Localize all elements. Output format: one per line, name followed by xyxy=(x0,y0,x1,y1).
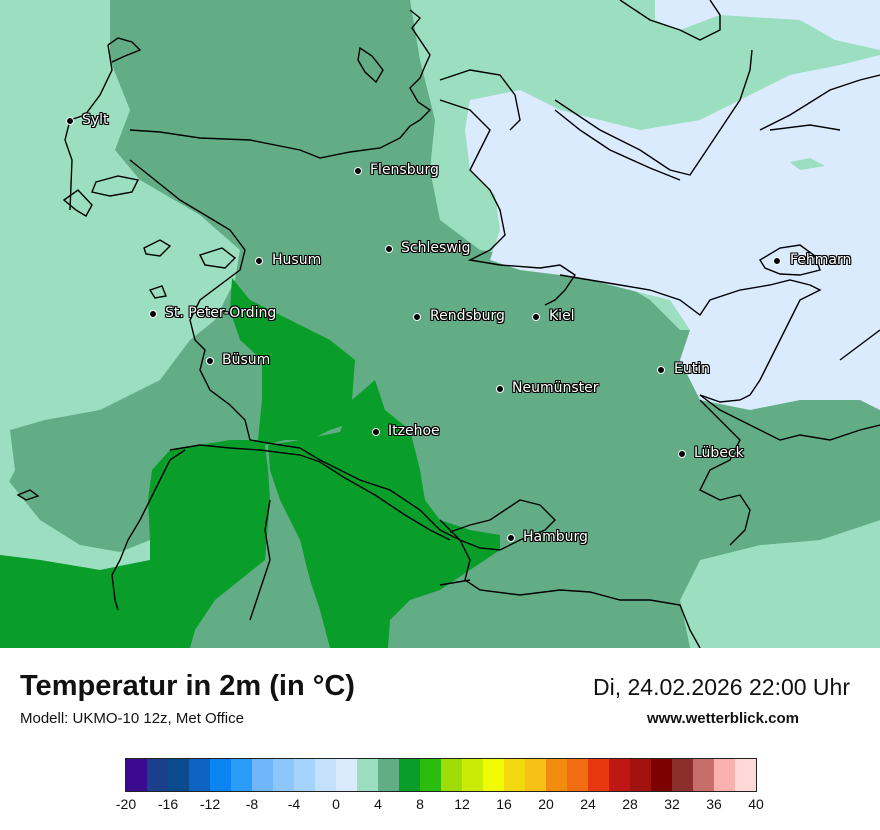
colorbar-cell xyxy=(378,759,399,791)
city-label-itzehoe: Itzehoe xyxy=(388,423,440,439)
colorbar-ticks: -20 -16 -12 -8 -4 0 4 8 12 16 20 24 28 32 36 40 xyxy=(0,796,880,816)
colorbar-cell xyxy=(609,759,630,791)
temp-field-4-6-west xyxy=(0,0,240,430)
city-label-eutin: Eutin xyxy=(674,361,710,377)
colorbar-cell xyxy=(336,759,357,791)
colorbar-tick-label: -8 xyxy=(245,796,259,812)
temp-field-6-8-eastcoast xyxy=(390,290,880,648)
city-marker xyxy=(354,167,362,175)
colorbar-cell xyxy=(315,759,336,791)
colorbar-cell xyxy=(693,759,714,791)
city-label-buesum: Büsum xyxy=(222,352,271,368)
colorbar-cell xyxy=(399,759,420,791)
colorbar-cell xyxy=(483,759,504,791)
city-label-st-peter-ording: St. Peter-Ording xyxy=(165,305,277,321)
temp-field-8-10 xyxy=(0,278,360,648)
colorbar-tick-label: 32 xyxy=(664,796,680,812)
colorbar-cell xyxy=(441,759,462,791)
colorbar-cell xyxy=(126,759,147,791)
colorbar-tick-label: 40 xyxy=(748,796,764,812)
city-marker xyxy=(496,385,504,393)
city-marker xyxy=(413,313,421,321)
chart-title: Temperatur in 2m (in °C) xyxy=(20,670,355,702)
colorbar-tick-label: 4 xyxy=(374,796,382,812)
colorbar-cell xyxy=(546,759,567,791)
city-label-husum: Husum xyxy=(272,252,322,268)
colorbar-cell xyxy=(420,759,441,791)
colorbar-cell xyxy=(294,759,315,791)
colorbar-tick-label: 28 xyxy=(622,796,638,812)
temperature-map: Sylt Flensburg Husum Schleswig Fehmarn S… xyxy=(0,0,880,648)
colorbar-cell xyxy=(735,759,756,791)
city-label-hamburg: Hamburg xyxy=(523,529,588,545)
colorbar-tick-label: 8 xyxy=(416,796,424,812)
coastlines xyxy=(16,0,880,648)
colorbar-cell xyxy=(462,759,483,791)
temp-field-2-4-baltic xyxy=(655,0,880,50)
city-marker xyxy=(678,450,686,458)
city-marker xyxy=(66,117,74,125)
city-marker xyxy=(206,357,214,365)
city-label-kiel: Kiel xyxy=(549,308,575,324)
colorbar-cell xyxy=(651,759,672,791)
temp-field-8-10-east xyxy=(268,380,500,648)
colorbar-cell xyxy=(630,759,651,791)
city-label-fehmarn: Fehmarn xyxy=(790,252,852,268)
colorbar-cell xyxy=(189,759,210,791)
colorbar-cell xyxy=(588,759,609,791)
colorbar-tick-label: 36 xyxy=(706,796,722,812)
map-canvas xyxy=(0,0,880,648)
city-label-neumuenster: Neumünster xyxy=(512,380,599,396)
colorbar-cell xyxy=(504,759,525,791)
colorbar-cell xyxy=(672,759,693,791)
city-marker xyxy=(507,534,515,542)
city-label-luebeck: Lübeck xyxy=(694,445,744,461)
colorbar xyxy=(125,758,757,792)
temp-field-2-4-baltic-main xyxy=(465,55,880,410)
city-marker xyxy=(255,257,263,265)
city-label-sylt: Sylt xyxy=(82,112,109,128)
colorbar-cell xyxy=(567,759,588,791)
city-marker xyxy=(773,257,781,265)
colorbar-cell xyxy=(168,759,189,791)
colorbar-tick-label: -4 xyxy=(287,796,301,812)
colorbar-cell xyxy=(147,759,168,791)
forecast-datetime: Di, 24.02.2026 22:00 Uhr xyxy=(592,674,850,700)
colorbar-tick-label: -12 xyxy=(199,796,221,812)
model-info: Modell: UKMO-10 12z, Met Office xyxy=(20,710,244,727)
city-marker xyxy=(385,245,393,253)
colorbar-cell xyxy=(714,759,735,791)
colorbar-cell xyxy=(357,759,378,791)
city-label-rendsburg: Rendsburg xyxy=(430,308,505,324)
city-marker xyxy=(532,313,540,321)
city-label-flensburg: Flensburg xyxy=(370,162,439,178)
temp-field-4-6-patch xyxy=(790,158,825,170)
city-marker xyxy=(149,310,157,318)
colorbar-tick-label: 24 xyxy=(580,796,596,812)
colorbar-tick-label: 0 xyxy=(332,796,340,812)
colorbar-cell xyxy=(231,759,252,791)
colorbar-tick-label: -20 xyxy=(115,796,137,812)
colorbar-tick-label: 16 xyxy=(496,796,512,812)
city-marker xyxy=(372,428,380,436)
colorbar-tick-label: 12 xyxy=(454,796,470,812)
city-label-schleswig: Schleswig xyxy=(401,240,471,256)
colorbar-cell xyxy=(273,759,294,791)
colorbar-cell xyxy=(525,759,546,791)
colorbar-cell xyxy=(252,759,273,791)
city-marker xyxy=(657,366,665,374)
website-link: www.wetterblick.com xyxy=(647,710,799,727)
temp-field-4-6-southwest xyxy=(0,470,150,570)
colorbar-tick-label: -16 xyxy=(157,796,179,812)
colorbar-tick-label: 20 xyxy=(538,796,554,812)
colorbar-cell xyxy=(210,759,231,791)
